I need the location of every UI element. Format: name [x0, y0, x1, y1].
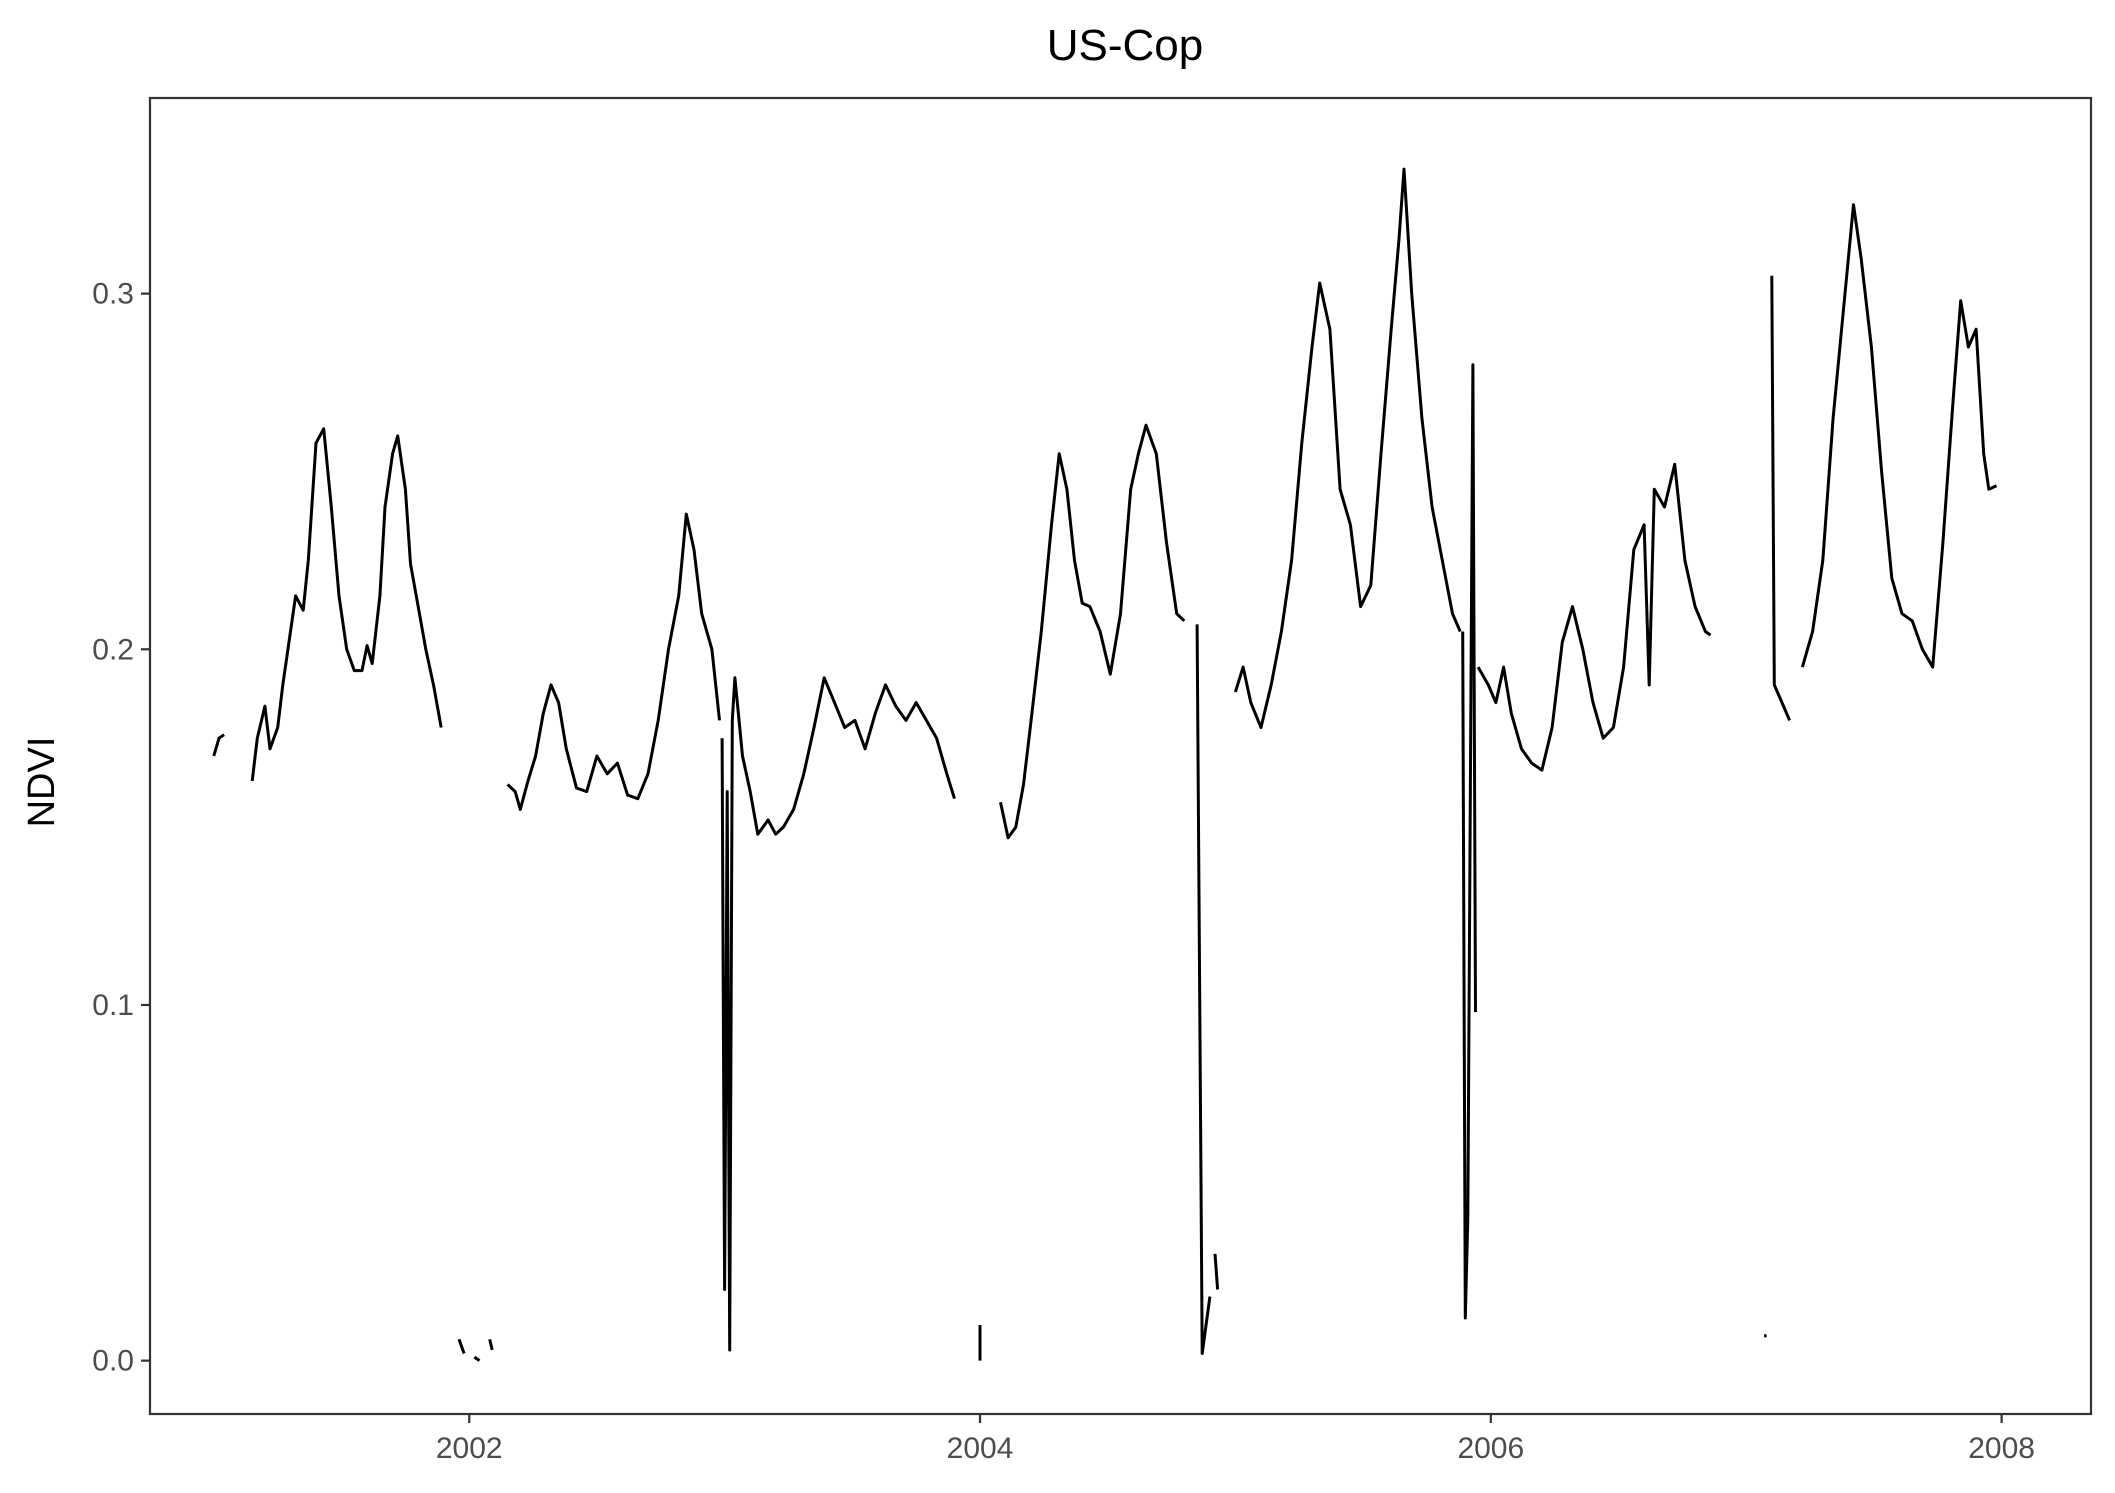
ndvi-line-segment	[250, 427, 443, 782]
x-tick-label: 2006	[1457, 1432, 1524, 1465]
ndvi-line-segment	[1800, 203, 1998, 669]
y-tick-label: 0.0	[92, 1345, 134, 1378]
ndvi-line-segment	[999, 423, 1186, 840]
ndvi-line-segment	[212, 733, 225, 757]
x-tick-label: 2004	[947, 1432, 1014, 1465]
ndvi-line-segment	[1233, 167, 1462, 729]
y-axis: 0.0 0.1 0.2 0.3	[92, 278, 150, 1378]
ndvi-line-segment	[1195, 624, 1212, 1355]
ndvi-line-segment	[1476, 462, 1712, 772]
y-tick-label: 0.3	[92, 278, 134, 311]
ndvi-line-segment	[1213, 1253, 1220, 1290]
y-axis-label: NDVI	[21, 737, 63, 828]
ndvi-line-segment	[488, 1338, 494, 1351]
y-tick-label: 0.1	[92, 989, 134, 1022]
ndvi-line-segment	[1770, 275, 1791, 721]
x-tick-label: 2008	[1968, 1432, 2035, 1465]
series-layer	[212, 167, 1998, 1362]
chart-title: US-Cop	[1047, 21, 1204, 70]
ndvi-line-segment	[1461, 363, 1477, 1320]
ndvi-line-segment	[473, 1355, 481, 1362]
y-tick-label: 0.2	[92, 633, 134, 666]
ndvi-line-segment	[506, 512, 721, 811]
plot-panel	[148, 96, 2093, 1416]
x-tick-label: 2002	[436, 1432, 503, 1465]
ndvi-line-segment	[720, 676, 956, 1352]
ndvi-line-segment	[457, 1338, 466, 1355]
x-axis: 2002 2004 2006 2008	[436, 1414, 2035, 1465]
